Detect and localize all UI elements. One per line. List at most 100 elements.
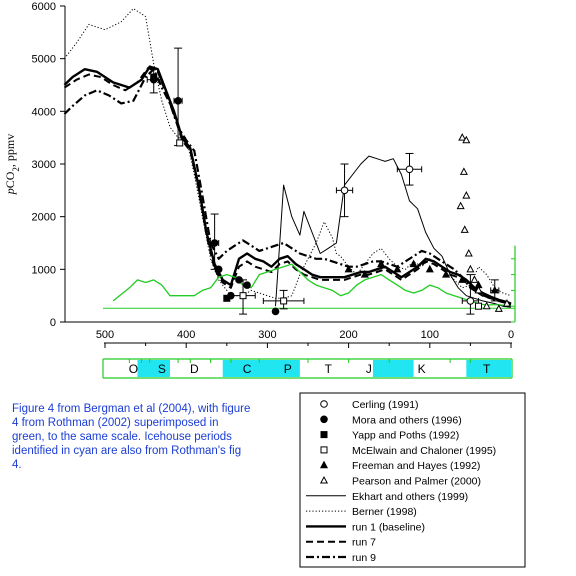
y-tick-label-1: 1000 xyxy=(32,264,56,276)
legend-marker-4 xyxy=(319,460,329,469)
x-tick-label-4: 100 xyxy=(421,329,439,341)
marker-1-5 xyxy=(235,276,243,284)
y-axis-label-p: p xyxy=(3,188,17,195)
marker-4-4 xyxy=(409,259,418,268)
marker-3-0 xyxy=(176,139,184,147)
marker-5-8 xyxy=(470,275,479,283)
marker-5-0 xyxy=(458,133,467,141)
marker-4-6 xyxy=(442,270,451,278)
marker-1-6 xyxy=(243,281,251,289)
marker-5-2 xyxy=(459,167,468,175)
legend-item-2: Yapp and Poths (1992) xyxy=(320,430,459,442)
marker-0-1 xyxy=(405,165,414,174)
x-tick-label-3: 200 xyxy=(339,329,357,341)
marker-3-3 xyxy=(475,302,483,310)
marker-0-0 xyxy=(340,186,349,195)
marker-1-7 xyxy=(271,307,280,316)
icehouse-bands xyxy=(137,360,511,377)
y-tick-label-5: 5000 xyxy=(32,54,56,66)
y-tick-label-6: 6000 xyxy=(32,1,56,13)
period-label-6: J xyxy=(366,362,372,376)
legend-item-9: run 7 xyxy=(306,537,376,549)
rothman-axis xyxy=(103,245,516,323)
period-label-7: K xyxy=(418,362,426,376)
icehouse-band-0 xyxy=(137,360,170,377)
period-label-5: T xyxy=(325,362,333,376)
legend-label-10: run 9 xyxy=(352,552,376,564)
y-axis-label-sub: 2 xyxy=(11,167,21,172)
x-tick-label-2: 300 xyxy=(258,329,276,341)
legend-label-8: run 1 (baseline) xyxy=(352,521,425,533)
marker-5-6 xyxy=(464,248,473,257)
legend-item-0: Cerling (1991) xyxy=(320,399,419,411)
x-ticks: 500 400 300 200 100 0 xyxy=(96,329,514,348)
legend-label-2: Yapp and Poths (1992) xyxy=(352,430,459,442)
legend-label-5: Pearson and Palmer (2000) xyxy=(352,476,481,488)
legend-box xyxy=(299,392,526,568)
y-tick-label-4: 4000 xyxy=(32,106,56,118)
icehouse-band-2 xyxy=(372,360,414,377)
marker-4-5 xyxy=(425,264,434,273)
y-axis-label-unit: , ppmv xyxy=(3,134,17,167)
x-tick-label-5: 0 xyxy=(508,329,514,341)
legend-item-7: Berner (1998) xyxy=(306,506,417,518)
figure-caption: Figure 4 from Bergman et al (2004), with… xyxy=(12,403,251,471)
period-label-0: O xyxy=(129,362,138,376)
series-group xyxy=(63,8,512,308)
marker-5-9 xyxy=(474,285,483,294)
series-line-1 xyxy=(275,155,512,308)
y-axis-label: pCO2, ppmv xyxy=(3,134,21,196)
marker-group xyxy=(149,73,511,316)
legend-label-0: Cerling (1991) xyxy=(352,399,419,411)
legend-label-7: Berner (1998) xyxy=(352,506,417,518)
legend-marker-1 xyxy=(320,415,328,424)
legend-marker-2 xyxy=(320,431,328,439)
marker-2-0 xyxy=(150,73,158,81)
legend: Cerling (1991) Mora and others (1996) Yapp… xyxy=(299,392,526,568)
series-line-5 xyxy=(112,263,512,307)
legend-item-8: run 1 (baseline) xyxy=(306,521,425,533)
legend-item-4: Freeman and Hayes (1992) xyxy=(319,460,480,472)
marker-5-7 xyxy=(466,264,475,273)
x-tick-label-1: 400 xyxy=(177,329,195,341)
marker-4-1 xyxy=(360,270,369,278)
y-axis-label-co: CO xyxy=(3,171,17,188)
y-tick-label-3: 3000 xyxy=(32,159,56,171)
marker-3-2 xyxy=(280,297,288,305)
series-line-3 xyxy=(63,67,512,306)
period-label-8: T xyxy=(483,362,491,376)
legend-label-3: McElwain and Chaloner (1995) xyxy=(352,445,496,457)
marker-4-2 xyxy=(377,259,386,268)
series-line-0 xyxy=(64,8,512,299)
marker-5-12 xyxy=(502,299,511,307)
series-line-4 xyxy=(63,68,512,305)
marker-4-3 xyxy=(393,264,402,273)
legend-marker-0 xyxy=(320,400,328,408)
legend-label-9: run 7 xyxy=(352,537,376,549)
legend-item-6: Ekhart and others (1999) xyxy=(306,491,468,503)
legend-label-6: Ekhart and others (1999) xyxy=(352,491,468,503)
y-tick-label-0: 0 xyxy=(50,317,56,329)
marker-5-10 xyxy=(482,301,491,310)
legend-item-5: Pearson and Palmer (2000) xyxy=(319,475,481,488)
legend-label-1: Mora and others (1996) xyxy=(352,414,462,426)
period-label-4: P xyxy=(284,362,292,376)
legend-items: Cerling (1991) Mora and others (1996) Yapp… xyxy=(306,399,496,564)
marker-3-1 xyxy=(239,292,247,300)
period-label-1: S xyxy=(158,362,166,376)
legend-marker-3 xyxy=(320,446,328,454)
marker-5-1 xyxy=(462,135,471,144)
marker-5-3 xyxy=(462,191,471,199)
legend-marker-5 xyxy=(319,475,329,484)
icehouse-band-3 xyxy=(466,360,511,377)
x-tick-label-0: 500 xyxy=(96,329,114,341)
marker-2-1 xyxy=(223,294,231,302)
marker-5-4 xyxy=(456,201,465,210)
marker-1-1 xyxy=(174,96,182,105)
period-label-3: C xyxy=(243,362,252,376)
y-tick-label-2: 2000 xyxy=(32,212,56,224)
marker-4-7 xyxy=(458,275,467,283)
